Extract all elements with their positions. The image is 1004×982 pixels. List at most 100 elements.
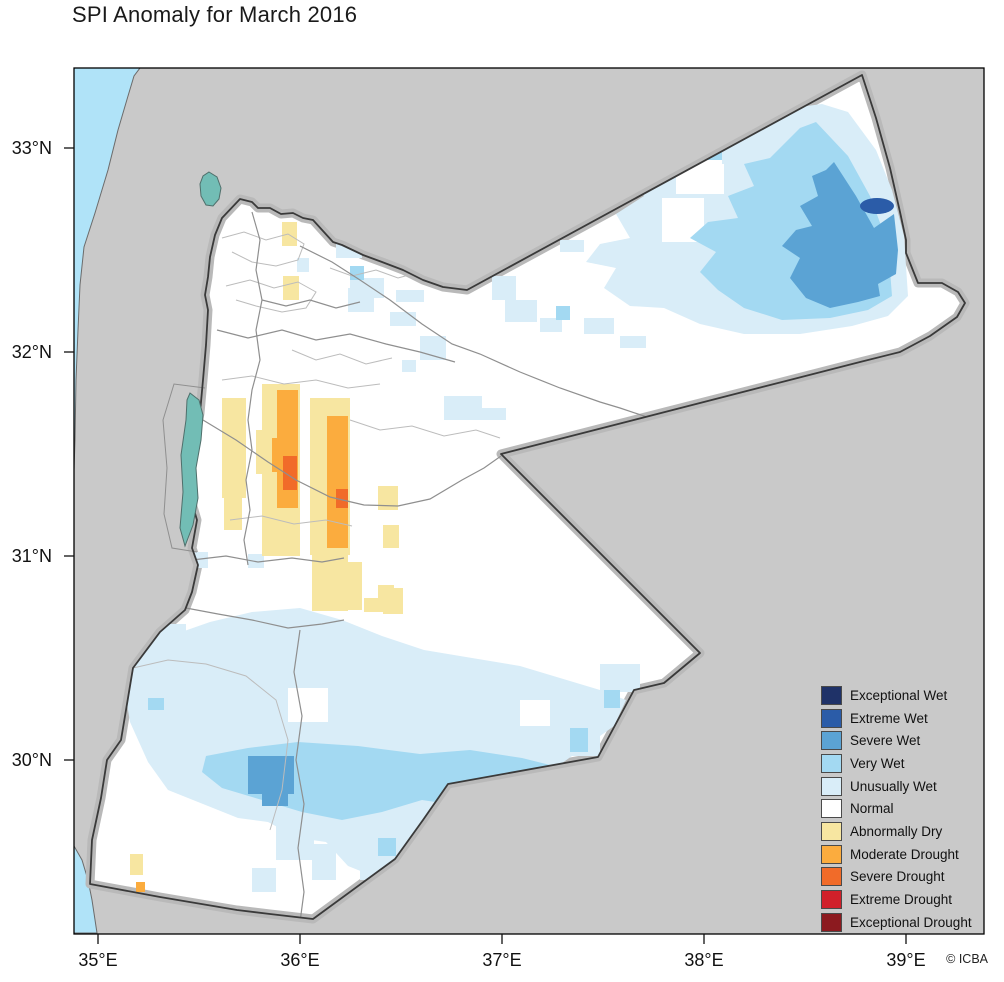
admin-line [202, 419, 502, 507]
legend-item: Moderate Drought [821, 843, 983, 866]
patch-unusually_wet [420, 336, 446, 360]
legend-label: Moderate Drought [850, 846, 959, 862]
admin-line-light [221, 375, 381, 389]
admin-line-light [349, 419, 501, 439]
admin-boundaries [132, 211, 648, 919]
admin-line [216, 329, 456, 363]
patch-unusually_wet [350, 278, 384, 298]
page-title: SPI Anomaly for March 2016 [72, 2, 358, 27]
x-tick-label: 36°E [280, 950, 320, 970]
legend-item: Unusually Wet [821, 775, 983, 798]
patch-unusually_wet [312, 844, 336, 880]
patch-abnormally_dry [283, 276, 299, 300]
admin-line [293, 629, 305, 919]
y-tick-label: 30°N [11, 750, 52, 770]
patch-abnormally_dry [130, 854, 143, 875]
y-tick-label: 32°N [11, 342, 52, 362]
legend-swatch-unusually-wet [821, 776, 842, 796]
admin-line-light [229, 515, 353, 527]
legend-swatch-abnormally-dry [821, 821, 842, 841]
legend-item: Severe Drought [821, 866, 983, 889]
patch-abnormally_dry [256, 430, 268, 474]
mediterranean-sea [74, 68, 141, 471]
legend-item: Very Wet [821, 752, 983, 775]
legend-item: Extreme Wet [821, 707, 983, 730]
patch-unusually_wet [600, 664, 640, 692]
y-tick-label: 33°N [11, 138, 52, 158]
patch-severe_wet [782, 162, 898, 308]
patch-abnormally_dry [378, 486, 398, 510]
legend-item: Abnormally Dry [821, 820, 983, 843]
dead-sea [179, 392, 204, 548]
x-tick-label: 39°E [886, 950, 926, 970]
x-tick-label: 37°E [482, 950, 522, 970]
legend-label: Exceptional Wet [850, 687, 948, 703]
legend-swatch-extreme-wet [821, 708, 842, 728]
admin-line-light [291, 349, 393, 365]
patch-abnormally_dry [222, 398, 246, 498]
legend-swatch-exceptional-drought [821, 912, 842, 932]
neighbour-boundary-line [162, 383, 206, 553]
patch-very_wet [604, 690, 620, 708]
patch-abnormally_dry [364, 598, 384, 612]
admin-line [299, 245, 648, 418]
legend-label: Unusually Wet [850, 778, 937, 794]
legend: Exceptional Wet Extreme Wet Severe Wet Very… [821, 684, 983, 934]
legend-label: Abnormally Dry [850, 823, 943, 839]
patch-very_wet [378, 838, 396, 856]
patch-very_wet [570, 728, 588, 752]
legend-label: Very Wet [850, 755, 905, 771]
patch-very_wet [148, 698, 164, 710]
patch-severe_wet [248, 756, 294, 794]
patch-unusually_wet [444, 396, 482, 420]
legend-item: Exceptional Wet [821, 684, 983, 707]
patch-abnormally_dry [338, 562, 362, 610]
patch-unusually_wet [175, 760, 189, 773]
legend-swatch-moderate-drought [821, 844, 842, 864]
legend-item: Severe Wet [821, 729, 983, 752]
admin-line [185, 607, 345, 629]
patch-unusually_wet [248, 554, 264, 568]
patch-unusually_wet [584, 318, 614, 334]
legend-swatch-very-wet [821, 753, 842, 773]
patch-unusually_wet [276, 820, 314, 860]
patch-unusually_wet [480, 408, 506, 420]
legend-swatch-normal [821, 799, 842, 819]
map-layers [74, 68, 984, 934]
patch-very_wet [400, 760, 416, 772]
legend-label: Severe Drought [850, 869, 945, 885]
patch-moderate_drought [136, 882, 145, 892]
admin-line [191, 555, 345, 563]
patch-abnormally_dry [282, 222, 297, 246]
legend-swatch-severe-drought [821, 867, 842, 887]
patch-unusually_wet [560, 240, 584, 252]
y-tick-label: 31°N [11, 546, 52, 566]
patch-extreme_wet [860, 198, 894, 214]
legend-label: Exceptional Drought [850, 914, 972, 930]
patch-very_wet [352, 760, 368, 774]
patch-unusually_wet [620, 336, 646, 348]
legend-swatch-extreme-drought [821, 890, 842, 910]
patch-severe_drought [336, 489, 348, 508]
x-tick-label: 35°E [78, 950, 118, 970]
patch-moderate_drought [327, 416, 348, 548]
patch-unusually_wet [297, 258, 309, 272]
legend-label: Normal [850, 801, 894, 817]
legend-item: Exceptional Drought [821, 911, 983, 934]
legend-label: Extreme Wet [850, 710, 928, 726]
x-tick-label: 38°E [684, 950, 724, 970]
patch-normal [288, 688, 328, 722]
patch-abnormally_dry [224, 490, 242, 530]
patch-very_wet [556, 306, 570, 320]
legend-label: Severe Wet [850, 733, 921, 749]
patch-unusually_wet [390, 312, 416, 326]
patch-unusually_wet [468, 688, 492, 724]
admin-line-light [221, 231, 305, 267]
patch-normal [700, 164, 724, 194]
patch-severe_drought [283, 456, 297, 490]
patch-normal [520, 700, 550, 726]
patch-unusually_wet [402, 360, 416, 372]
admin-line [261, 299, 361, 309]
